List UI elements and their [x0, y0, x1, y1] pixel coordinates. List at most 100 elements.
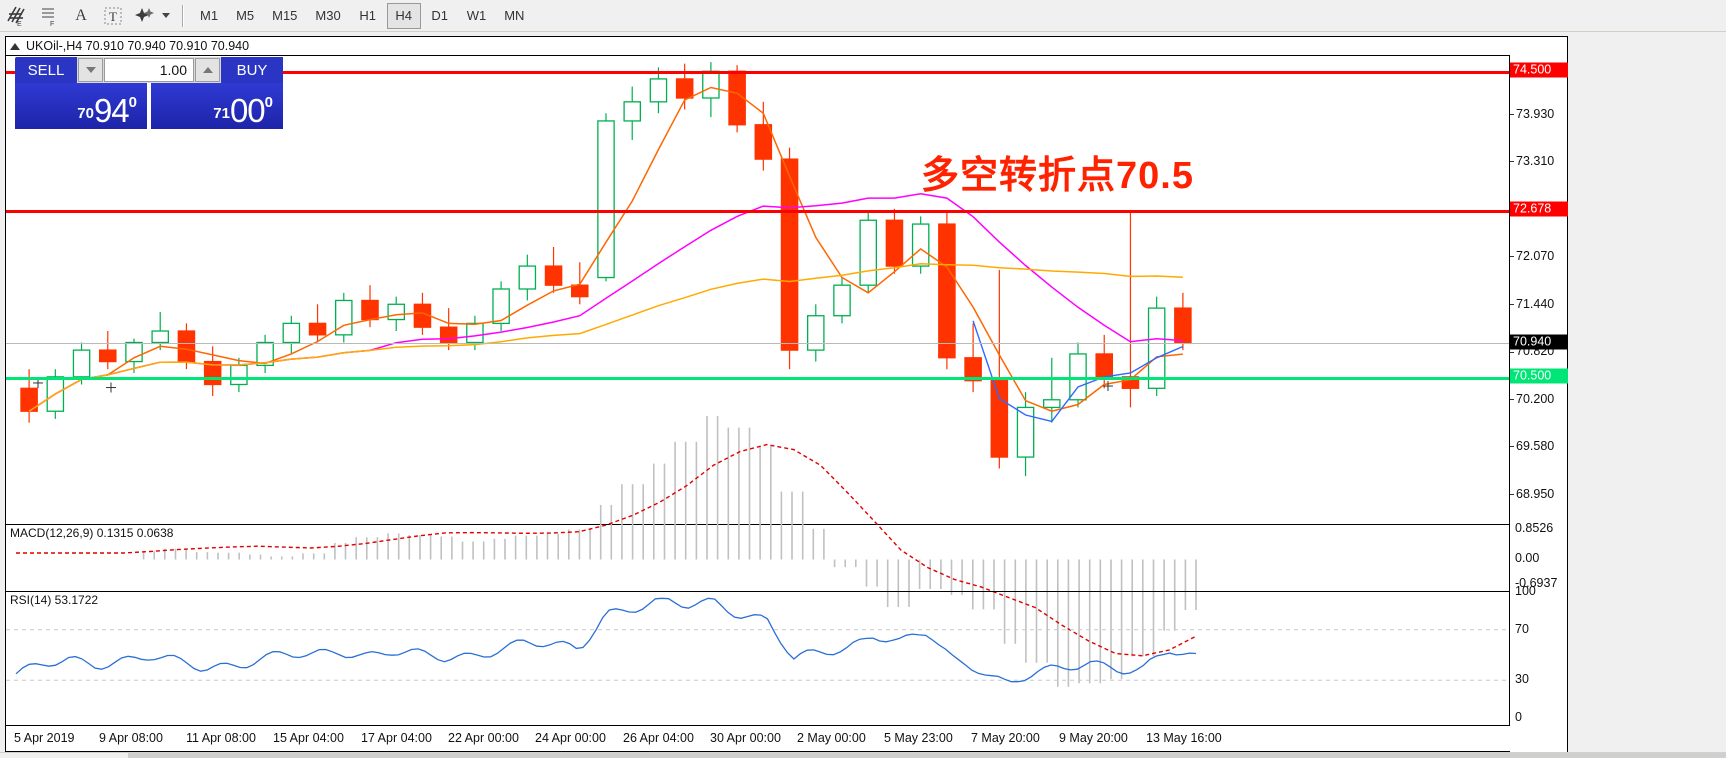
rsi-line	[15, 597, 1197, 683]
one-click-trading-panel[interactable]: SELL 1.00 BUY 70 94 0	[15, 57, 283, 129]
price-tick-label: 70.200	[1516, 391, 1555, 406]
time-axis-label: 30 Apr 00:00	[710, 731, 781, 745]
timeframe-mn[interactable]: MN	[504, 8, 525, 23]
rsi-plot	[6, 597, 1510, 683]
buy-price-main: 00	[229, 92, 266, 129]
time-axis-label: 26 Apr 04:00	[623, 731, 694, 745]
rsi-tick-label: 100	[1515, 584, 1536, 598]
timeframe-h4[interactable]: H4	[386, 2, 421, 29]
bid-line-70940[interactable]	[6, 343, 1510, 345]
candle	[833, 277, 851, 324]
macd-pane[interactable]: MACD(12,26,9) 0.1315 0.0638	[6, 416, 1510, 687]
timeframe-d1[interactable]: D1	[431, 8, 449, 23]
timeframe-m30[interactable]: M30	[315, 8, 341, 23]
scrollbar-thumb[interactable]	[128, 753, 1726, 758]
chart-marker	[106, 382, 116, 393]
sell-price-box[interactable]: 70 94 0	[15, 83, 147, 129]
candle	[938, 212, 956, 370]
timeframe-w1[interactable]: W1	[466, 8, 487, 23]
text-tool-icon[interactable]: A	[75, 6, 87, 24]
candlestick-plot	[20, 62, 1192, 477]
chevron-down-icon	[85, 67, 96, 73]
lot-increment-button[interactable]	[195, 58, 220, 82]
resistance-72678[interactable]	[6, 210, 1510, 214]
candle	[518, 254, 537, 301]
time-axis[interactable]: 5 Apr 2019 9 Apr 08:00 11 Apr 08:00 15 Apr …	[6, 725, 1510, 751]
time-axis-label: 24 Apr 00:00	[535, 731, 606, 745]
candle	[20, 369, 38, 423]
macd-tick-label: 0.8526	[1515, 520, 1554, 535]
price-badge-74500[interactable]: 74.500	[1510, 62, 1568, 78]
price-tick-label: 68.950	[1516, 487, 1555, 502]
price-tick: 70.200	[1510, 392, 1554, 406]
horizontal-scrollbar[interactable]	[0, 752, 1726, 758]
rsi-pane[interactable]: RSI(14) 53.1722	[6, 591, 1510, 743]
candle	[308, 304, 327, 343]
candle	[597, 113, 615, 282]
ma-fast-red	[28, 86, 1183, 412]
resistance-74500[interactable]	[6, 71, 1510, 75]
time-axis-label: 11 Apr 08:00	[186, 731, 256, 745]
buy-price-fraction: 0	[264, 94, 273, 111]
chevron-up-icon	[202, 67, 213, 73]
time-axis-label: 5 Apr 2019	[14, 731, 75, 745]
time-axis-label: 15 Apr 04:00	[273, 731, 344, 745]
time-axis-label: 17 Apr 04:00	[361, 731, 432, 745]
candle	[544, 246, 563, 293]
timeframe-m1[interactable]: M1	[200, 8, 219, 23]
candle	[623, 86, 642, 141]
price-tick: 69.580	[1510, 439, 1554, 453]
lot-decrement-button[interactable]	[78, 58, 103, 82]
price-tick: 73.930	[1510, 107, 1554, 121]
main-toolbar: E F A T	[0, 0, 1726, 32]
candle	[806, 304, 825, 362]
timeframe-h1[interactable]: H1	[359, 8, 377, 23]
candle	[334, 292, 353, 343]
symbol-ohlc-label: UKOil-,H4 70.910 70.940 70.910 70.940	[26, 39, 250, 53]
macd-plot	[16, 416, 1197, 687]
indicators-icon[interactable]: E	[2, 2, 32, 30]
objects-icon[interactable]	[130, 2, 160, 30]
svg-text:F: F	[50, 21, 54, 27]
support-70500[interactable]	[6, 376, 1510, 380]
sell-button[interactable]: SELL	[15, 57, 77, 83]
candle	[413, 292, 432, 335]
svg-text:T: T	[109, 9, 117, 24]
timeframe-m5[interactable]: M5	[236, 8, 255, 23]
timeframe-m15[interactable]: M15	[272, 8, 298, 23]
candle	[1147, 296, 1166, 396]
svg-text:E: E	[17, 21, 22, 27]
lot-size-input[interactable]: 1.00	[104, 58, 194, 82]
text-label-icon[interactable]: T	[98, 2, 128, 30]
rsi-tick-label: 30	[1515, 672, 1529, 687]
chart-header: UKOil-,H4 70.910 70.940 70.910 70.940	[6, 37, 249, 55]
macd-tick-label: -0.6937	[1515, 576, 1558, 591]
objects-dropdown-caret-icon[interactable]	[162, 13, 170, 18]
buy-button[interactable]: BUY	[221, 57, 283, 83]
price-tick-label: 71.440	[1516, 297, 1555, 312]
candle	[256, 334, 274, 374]
candle	[990, 269, 1009, 469]
chart-annotation: 多空转折点70.5	[921, 155, 1194, 197]
buy-price-box[interactable]: 71 00 0	[151, 83, 283, 129]
price-scale[interactable]: 73.930 73.310 72.070 71.440 70.820 70.200 69.5…	[1509, 55, 1568, 753]
price-tick-label: 73.310	[1516, 154, 1555, 169]
price-tick: 68.950	[1510, 487, 1554, 501]
candle	[492, 281, 510, 332]
templates-icon[interactable]: F	[34, 2, 64, 30]
candle	[1016, 392, 1035, 477]
price-pane[interactable]: 多空转折点70.5	[6, 55, 1510, 521]
candle	[230, 357, 248, 393]
sell-price-main: 94	[93, 92, 130, 129]
toolbar-separator	[182, 4, 184, 27]
candle	[885, 208, 904, 274]
time-axis-label: 7 May 20:00	[971, 731, 1040, 745]
price-badge-70940[interactable]: 70.940	[1510, 334, 1568, 350]
price-badge-72678[interactable]: 72.678	[1510, 201, 1568, 217]
chart-marker	[1103, 381, 1113, 392]
collapse-triangle-icon[interactable]	[10, 42, 20, 50]
buy-price-prefix: 71	[213, 105, 230, 122]
lot-stepper[interactable]: 1.00	[77, 57, 221, 83]
price-badge-70500[interactable]: 70.500	[1510, 368, 1568, 384]
